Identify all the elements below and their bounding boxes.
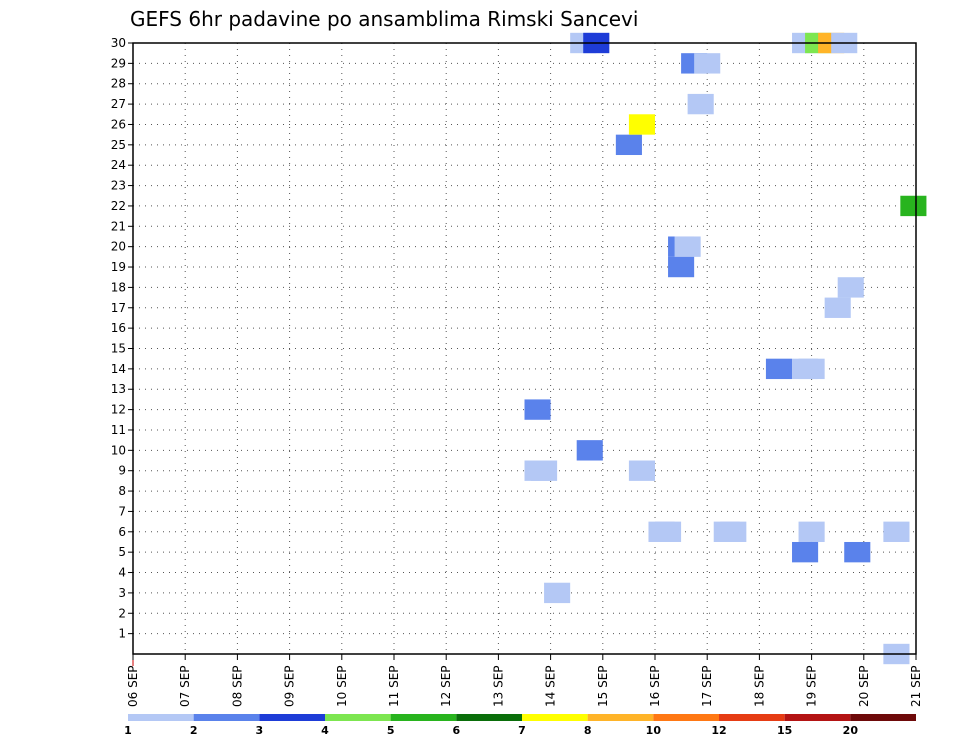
precip-cell xyxy=(576,440,603,461)
precip-cell xyxy=(655,521,682,542)
x-tick-label: 07 SEP xyxy=(178,665,192,707)
y-tick-label: 9 xyxy=(118,464,126,478)
colorbar-label: 15 xyxy=(777,724,792,737)
colorbar-swatch xyxy=(784,714,851,721)
y-tick-label: 15 xyxy=(111,342,126,356)
colorbar-label: 6 xyxy=(453,724,461,737)
colorbar-label: 12 xyxy=(711,724,726,737)
x-tick-label: 08 SEP xyxy=(230,665,244,707)
y-tick-label: 2 xyxy=(118,606,126,620)
precip-cell xyxy=(837,277,864,298)
y-tick-label: 20 xyxy=(111,240,126,254)
precip-cell xyxy=(668,256,695,278)
precip-cell xyxy=(792,541,819,563)
colorbar-label: 1 xyxy=(124,724,132,737)
y-tick-label: 7 xyxy=(118,504,126,518)
y-tick-label: 17 xyxy=(111,301,126,315)
y-tick-label: 30 xyxy=(111,36,126,50)
precip-cell xyxy=(687,93,714,115)
x-tick-label: 19 SEP xyxy=(805,665,819,707)
precip-cell xyxy=(628,460,655,481)
y-tick-label: 24 xyxy=(111,158,126,172)
x-tick-label: 13 SEP xyxy=(491,665,505,707)
y-tick-label: 26 xyxy=(111,117,126,131)
colorbar-swatch xyxy=(850,714,916,721)
colorbar-swatch xyxy=(259,714,325,721)
y-tick-label: 10 xyxy=(111,443,126,457)
colorbar-swatch xyxy=(390,714,457,721)
y-tick-label: 27 xyxy=(111,97,126,111)
y-tick-label: 5 xyxy=(118,545,126,559)
colorbar-swatch xyxy=(719,714,785,721)
y-tick-label: 18 xyxy=(111,280,126,294)
x-tick-label: 15 SEP xyxy=(596,665,610,707)
colorbar-swatch xyxy=(193,714,260,721)
y-tick-label: 19 xyxy=(111,260,126,274)
colorbar-swatch xyxy=(128,714,194,721)
y-tick-label: 22 xyxy=(111,199,126,213)
x-axis: 06 SEP 07 SEP 08 SEP 09 SEP 10 SEP 11 SEP 12 S… xyxy=(126,654,923,707)
precip-cell xyxy=(694,53,721,74)
precip-cell xyxy=(544,582,571,604)
y-tick-label: 11 xyxy=(111,423,126,437)
x-tick-label: 11 SEP xyxy=(387,665,401,707)
precip-cell xyxy=(674,236,701,257)
y-tick-label: 4 xyxy=(118,566,126,580)
precip-cell xyxy=(900,195,927,217)
y-axis: 1234567891011121314151617181920212223242… xyxy=(111,36,133,641)
colorbar-label: 5 xyxy=(387,724,395,737)
x-tick-label: 14 SEP xyxy=(544,665,558,707)
y-tick-label: 1 xyxy=(118,627,126,641)
precip-cell xyxy=(720,521,747,542)
x-tick-label: 16 SEP xyxy=(648,665,662,707)
precip-cell xyxy=(798,358,825,380)
x-tick-label: 17 SEP xyxy=(700,665,714,707)
x-tick-label: 20 SEP xyxy=(857,665,871,707)
precip-cell xyxy=(615,134,642,156)
colorbar-label: 8 xyxy=(584,724,592,737)
colorbar-swatch xyxy=(522,714,588,721)
y-tick-label: 16 xyxy=(111,321,126,335)
x-tick-label: 06 SEP xyxy=(126,665,140,707)
precip-cell xyxy=(628,114,655,135)
y-tick-label: 6 xyxy=(118,525,126,539)
x-tick-label: 12 SEP xyxy=(439,665,453,707)
colorbar-swatch xyxy=(325,714,391,721)
colorbar-label: 4 xyxy=(321,724,329,737)
precip-cell xyxy=(765,358,793,380)
precip-cell xyxy=(531,460,558,481)
y-tick-label: 28 xyxy=(111,77,126,91)
colorbar-swatch xyxy=(456,714,522,721)
chart-title: GEFS 6hr padavine po ansamblima Rimski S… xyxy=(130,7,638,31)
precip-cell xyxy=(798,521,825,542)
y-tick-label: 12 xyxy=(111,403,126,417)
colorbar-label: 2 xyxy=(190,724,198,737)
y-tick-label: 14 xyxy=(111,362,126,376)
x-tick-label: 09 SEP xyxy=(283,665,297,707)
colorbar: 1 2 3 4 5 6 7 8 10 12 15 20 xyxy=(124,714,916,737)
x-tick-label: 18 SEP xyxy=(752,665,766,707)
colorbar-swatch xyxy=(653,714,719,721)
precip-cell xyxy=(844,541,871,563)
colorbar-label: 3 xyxy=(256,724,264,737)
precip-cells xyxy=(524,32,927,665)
y-tick-label: 3 xyxy=(118,586,126,600)
colorbar-label: 7 xyxy=(518,724,526,737)
colorbar-swatch xyxy=(587,714,654,721)
y-tick-label: 8 xyxy=(118,484,126,498)
y-tick-label: 21 xyxy=(111,219,126,233)
colorbar-label: 20 xyxy=(843,724,859,737)
x-tick-label: 10 SEP xyxy=(335,665,349,707)
precip-cell xyxy=(883,521,910,542)
y-tick-label: 23 xyxy=(111,179,126,193)
x-tick-label: 21 SEP xyxy=(909,665,923,707)
y-tick-label: 13 xyxy=(111,382,126,396)
precip-cell xyxy=(824,297,851,318)
colorbar-label: 10 xyxy=(646,724,662,737)
precip-cell xyxy=(524,399,551,420)
y-tick-label: 25 xyxy=(111,138,126,152)
y-tick-label: 29 xyxy=(111,56,126,70)
